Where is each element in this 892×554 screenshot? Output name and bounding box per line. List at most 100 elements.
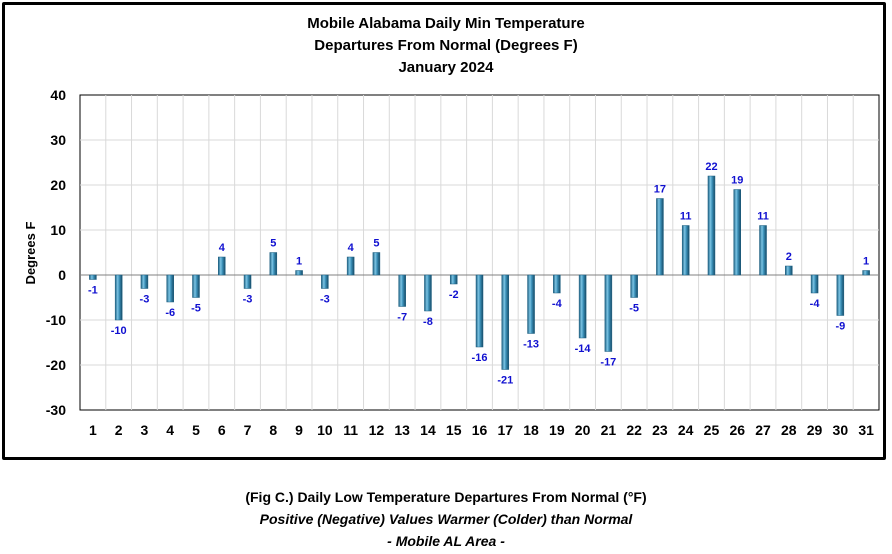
data-label: -5: [191, 303, 201, 315]
x-tick-label: 9: [295, 422, 303, 438]
x-tick-label: 29: [807, 422, 823, 438]
data-label: -5: [629, 303, 639, 315]
y-tick-label: -10: [46, 312, 66, 328]
data-label: -17: [600, 357, 616, 369]
figure-caption: (Fig C.) Daily Low Temperature Departure…: [0, 486, 892, 552]
data-label: 17: [654, 184, 666, 196]
bar: [527, 274, 535, 334]
chart-title-line-1: Mobile Alabama Daily Min Temperature: [307, 15, 585, 32]
bar: [346, 256, 355, 276]
y-tick-label: 40: [50, 87, 66, 103]
x-tick-label: 11: [343, 422, 358, 438]
x-tick-label: 25: [704, 422, 720, 438]
bar: [785, 265, 793, 276]
bar: [243, 274, 252, 289]
y-tick-label: 0: [58, 267, 66, 283]
data-label: -10: [111, 325, 127, 337]
data-label: -2: [449, 289, 459, 301]
data-label: 11: [757, 211, 769, 223]
data-label: -1: [88, 285, 98, 297]
data-label: 4: [219, 242, 226, 254]
x-tick-label: 4: [166, 422, 174, 438]
data-label: -4: [810, 298, 821, 310]
x-tick-label: 26: [729, 422, 745, 438]
data-label: -6: [165, 307, 175, 319]
bar: [449, 274, 458, 285]
bar: [656, 198, 664, 276]
bar: [372, 252, 381, 276]
data-label: 5: [373, 238, 379, 250]
bar: [269, 252, 278, 276]
y-tick-label: 30: [50, 132, 66, 148]
x-tick-label: 1: [89, 422, 97, 438]
bar: [89, 274, 97, 280]
data-label: -21: [497, 375, 513, 387]
data-label: -7: [397, 312, 407, 324]
x-tick-label: 21: [601, 422, 617, 438]
data-label: 1: [296, 256, 302, 268]
data-label: -3: [140, 294, 150, 306]
x-tick-label: 10: [317, 422, 333, 438]
chart-title-line-2: Departures From Normal (Degrees F): [314, 37, 577, 54]
bar: [321, 274, 329, 289]
bar: [681, 225, 690, 276]
data-label: -4: [552, 298, 563, 310]
data-label: -3: [320, 294, 330, 306]
bar: [578, 274, 587, 339]
y-tick-label: 20: [50, 177, 66, 193]
bar: [836, 274, 845, 316]
data-label: -9: [835, 321, 845, 333]
bar: [218, 256, 226, 276]
x-tick-label: 20: [575, 422, 591, 438]
bar: [140, 274, 149, 289]
x-tick-label: 6: [218, 422, 226, 438]
data-label: 11: [680, 211, 692, 223]
y-tick-label: 10: [50, 222, 66, 238]
bar: [192, 274, 200, 298]
bar: [630, 274, 638, 298]
x-tick-label: 14: [420, 422, 436, 438]
bar: [295, 270, 303, 276]
x-tick-label: 22: [626, 422, 642, 438]
x-tick-label: 24: [678, 422, 694, 438]
bar: [862, 270, 870, 276]
x-tick-label: 27: [755, 422, 771, 438]
caption-line-1: (Fig C.) Daily Low Temperature Departure…: [245, 489, 647, 505]
x-tick-label: 28: [781, 422, 797, 438]
caption-line-3: - Mobile AL Area -: [387, 533, 505, 549]
bar: [553, 274, 561, 294]
data-label: 19: [731, 175, 743, 187]
bar: [475, 274, 484, 348]
y-tick-label: -20: [46, 357, 66, 373]
x-tick-label: 16: [472, 422, 488, 438]
bar: [398, 274, 406, 307]
data-label: -8: [423, 316, 433, 328]
x-tick-label: 31: [858, 422, 874, 438]
x-tick-label: 8: [269, 422, 277, 438]
data-label: 1: [863, 256, 869, 268]
x-tick-label: 2: [115, 422, 123, 438]
x-tick-label: 3: [141, 422, 149, 438]
plot-area: [79, 94, 880, 411]
x-tick-label: 13: [394, 422, 410, 438]
x-tick-label: 15: [446, 422, 462, 438]
data-label: 5: [270, 238, 276, 250]
bar: [424, 274, 432, 312]
chart-title-line-3: January 2024: [398, 59, 494, 76]
bar: [114, 274, 123, 321]
bar: [501, 274, 510, 370]
data-label: -13: [523, 339, 539, 351]
x-tick-label: 5: [192, 422, 200, 438]
x-tick-label: 12: [369, 422, 385, 438]
data-label: 22: [705, 161, 717, 173]
y-tick-label: -30: [46, 402, 66, 418]
x-tick-label: 23: [652, 422, 668, 438]
data-label: -14: [575, 343, 592, 355]
bar: [810, 274, 819, 294]
bar: [604, 274, 613, 352]
data-label: 4: [348, 242, 355, 254]
bar: [733, 189, 741, 276]
x-tick-label: 18: [523, 422, 539, 438]
bar: [759, 225, 767, 276]
caption-line-2: Positive (Negative) Values Warmer (Colde…: [259, 511, 633, 527]
